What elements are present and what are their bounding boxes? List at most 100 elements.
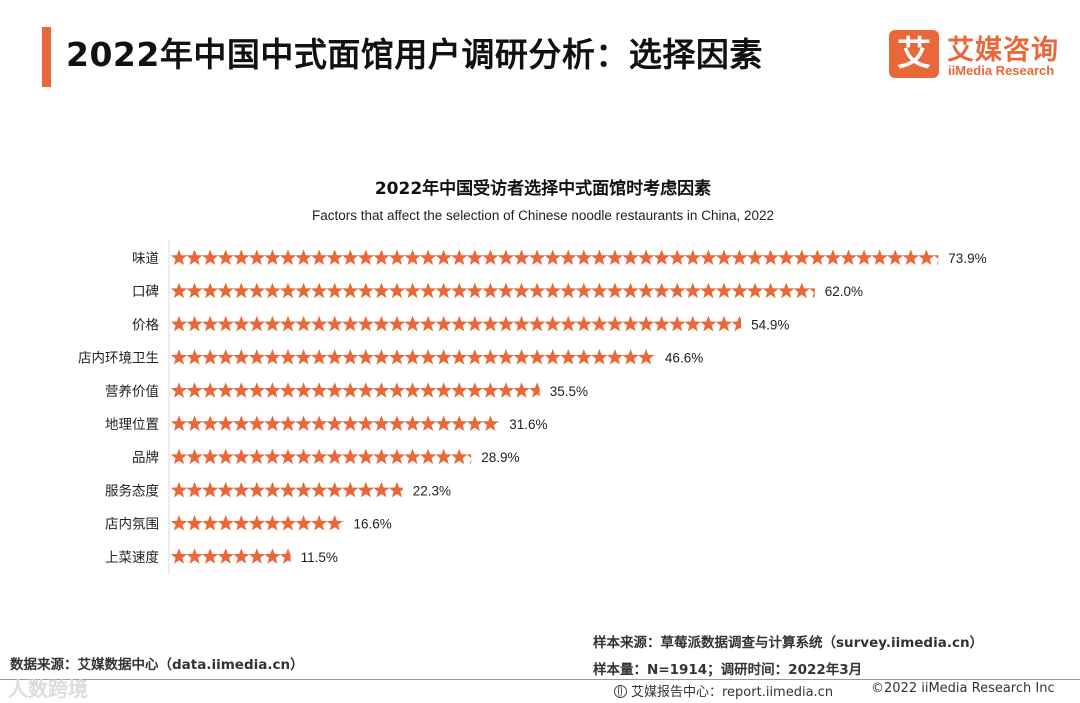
- star-mark: [435, 415, 452, 431]
- chart-subtitle: Factors that affect the selection of Chi…: [311, 208, 775, 223]
- star-mark: [264, 349, 281, 365]
- logo-english-text: iiMedia Research: [948, 63, 1055, 78]
- star-mark: [170, 415, 188, 431]
- star-mark: [342, 448, 359, 465]
- star-mark: [279, 481, 297, 498]
- star-mark: [186, 282, 203, 299]
- value-label: 46.6%: [665, 351, 703, 366]
- star-mark: [310, 315, 328, 332]
- star-mark: [248, 515, 266, 531]
- star-mark: [310, 515, 328, 531]
- star-mark: [295, 415, 312, 431]
- star-mark: [295, 481, 312, 498]
- star-mark: [310, 249, 328, 265]
- value-label: 35.5%: [550, 384, 588, 399]
- star-mark: [217, 548, 234, 564]
- star-mark: [528, 315, 546, 332]
- star-mark: [217, 282, 234, 299]
- star-mark: [248, 548, 266, 564]
- star-mark: [326, 349, 343, 365]
- star-mark: [264, 282, 281, 299]
- star-mark: [373, 382, 390, 398]
- star-mark: [279, 515, 297, 531]
- star-mark: [653, 354, 655, 357]
- star-mark: [310, 448, 328, 465]
- value-label: 16.6%: [354, 517, 392, 532]
- star-mark: [746, 282, 764, 299]
- star-mark: [404, 415, 421, 431]
- star-mark: [295, 315, 312, 332]
- star-mark: [575, 315, 592, 332]
- star-mark: [217, 315, 234, 332]
- star-mark: [544, 349, 561, 365]
- star-mark: [653, 315, 670, 332]
- star-mark: [669, 315, 686, 332]
- star-mark: [466, 454, 472, 465]
- star-mark: [233, 515, 250, 531]
- star-mark: [591, 282, 608, 299]
- star-mark: [637, 315, 655, 332]
- star-mark: [217, 448, 234, 465]
- star-mark: [606, 315, 624, 332]
- star-mark: [419, 315, 437, 332]
- star-mark: [233, 315, 250, 332]
- star-mark: [497, 421, 500, 423]
- star-mark: [248, 349, 266, 365]
- star-mark: [217, 415, 234, 431]
- star-mark: [264, 382, 281, 398]
- star-mark: [653, 249, 670, 265]
- report-center-text: 艾媒报告中心：report.iimedia.cn: [631, 685, 834, 700]
- star-mark: [404, 382, 421, 398]
- star-mark: [560, 349, 577, 365]
- star-bar: [170, 315, 742, 332]
- star-mark: [669, 282, 686, 299]
- category-label: 口碑: [132, 284, 159, 300]
- star-mark: [357, 481, 375, 498]
- report-center-link[interactable]: 艾媒报告中心：report.iimedia.cn: [614, 681, 833, 700]
- star-mark: [887, 249, 904, 265]
- star-mark: [186, 382, 203, 398]
- value-label: 62.0%: [825, 284, 863, 299]
- star-mark: [201, 481, 219, 498]
- star-mark: [373, 448, 390, 465]
- star-bar: [170, 282, 815, 299]
- bar-row: 品牌 28.9%: [132, 448, 519, 466]
- star-mark: [186, 448, 203, 465]
- star-mark: [482, 382, 499, 398]
- star-mark: [560, 315, 577, 332]
- star-mark: [809, 249, 826, 265]
- star-mark: [762, 249, 779, 265]
- star-mark: [513, 382, 530, 398]
- star-mark: [419, 349, 437, 365]
- star-mark: [497, 315, 515, 332]
- star-bar: [170, 481, 403, 498]
- star-mark: [233, 448, 250, 465]
- star-mark: [419, 415, 437, 431]
- star-mark: [451, 249, 468, 265]
- star-mark: [248, 481, 266, 498]
- star-mark: [295, 349, 312, 365]
- star-mark: [528, 382, 540, 398]
- star-mark: [497, 249, 515, 265]
- star-mark: [201, 249, 219, 265]
- star-mark: [435, 315, 452, 332]
- data-source-note: 数据来源：艾媒数据中心（data.iimedia.cn）: [10, 657, 304, 673]
- category-label: 价格: [132, 317, 159, 333]
- star-mark: [357, 448, 375, 465]
- star-mark: [170, 382, 188, 398]
- star-mark: [233, 249, 250, 265]
- star-mark: [279, 249, 297, 265]
- star-mark: [404, 282, 421, 299]
- star-mark: [404, 249, 421, 265]
- star-mark: [466, 382, 484, 398]
- star-mark: [186, 548, 203, 564]
- category-label: 营养价值: [105, 384, 159, 400]
- star-mark: [637, 349, 655, 365]
- star-mark: [793, 249, 810, 265]
- star-mark: [186, 349, 203, 365]
- star-mark: [201, 282, 219, 299]
- star-mark: [264, 315, 281, 332]
- star-mark: [170, 282, 188, 299]
- star-mark: [497, 282, 515, 299]
